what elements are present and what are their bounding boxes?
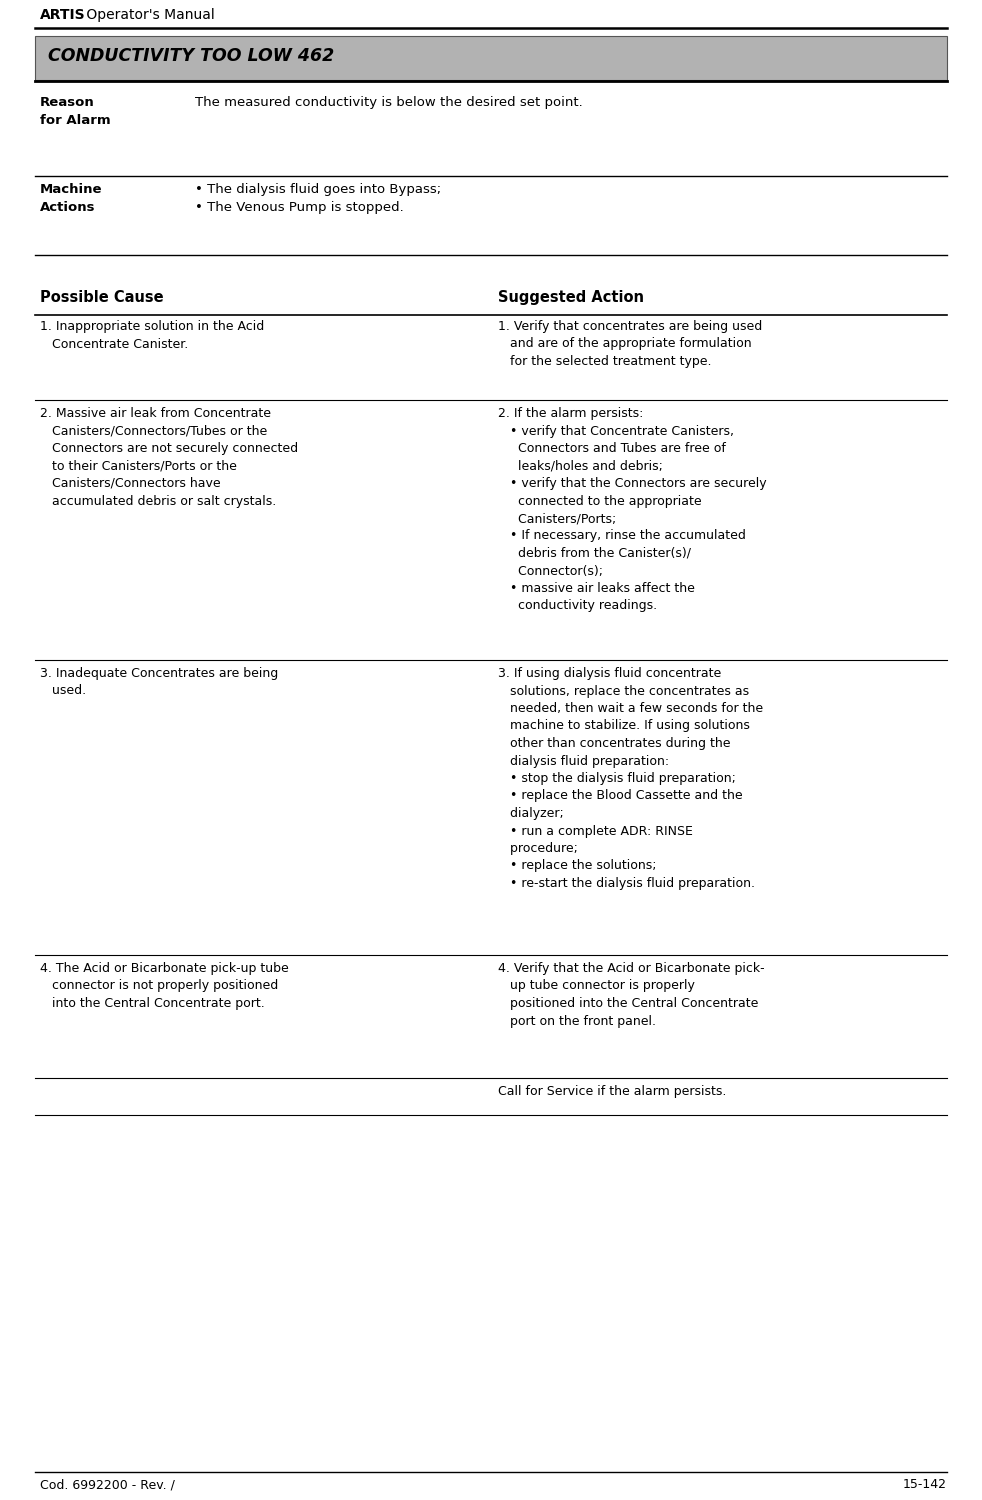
Text: 2. Massive air leak from Concentrate
   Canisters/Connectors/Tubes or the
   Con: 2. Massive air leak from Concentrate Can… (40, 406, 299, 507)
Text: 1. Verify that concentrates are being used
   and are of the appropriate formula: 1. Verify that concentrates are being us… (498, 320, 762, 368)
Text: Call for Service if the alarm persists.: Call for Service if the alarm persists. (498, 1084, 727, 1098)
Text: 15-142: 15-142 (903, 1478, 947, 1491)
Text: Suggested Action: Suggested Action (498, 290, 644, 304)
Text: 3. If using dialysis fluid concentrate
   solutions, replace the concentrates as: 3. If using dialysis fluid concentrate s… (498, 668, 763, 890)
Text: 2. If the alarm persists:
   • verify that Concentrate Canisters,
     Connector: 2. If the alarm persists: • verify that … (498, 406, 767, 612)
Text: Cod. 6992200 - Rev. /: Cod. 6992200 - Rev. / (40, 1478, 175, 1491)
Text: Possible Cause: Possible Cause (40, 290, 164, 304)
Text: The measured conductivity is below the desired set point.: The measured conductivity is below the d… (195, 96, 582, 109)
Text: 4. The Acid or Bicarbonate pick-up tube
   connector is not properly positioned
: 4. The Acid or Bicarbonate pick-up tube … (40, 962, 289, 1010)
Text: 4. Verify that the Acid or Bicarbonate pick-
   up tube connector is properly
  : 4. Verify that the Acid or Bicarbonate p… (498, 962, 765, 1028)
Bar (35, 36, 947, 80)
Text: Machine
Actions: Machine Actions (40, 183, 102, 214)
Text: Operator's Manual: Operator's Manual (82, 8, 215, 22)
Text: 3. Inadequate Concentrates are being
   used.: 3. Inadequate Concentrates are being use… (40, 668, 278, 698)
Text: • The dialysis fluid goes into Bypass;
• The Venous Pump is stopped.: • The dialysis fluid goes into Bypass; •… (195, 183, 441, 214)
Text: ARTIS: ARTIS (40, 8, 85, 22)
Text: Reason
for Alarm: Reason for Alarm (40, 96, 111, 128)
Text: 1. Inappropriate solution in the Acid
   Concentrate Canister.: 1. Inappropriate solution in the Acid Co… (40, 320, 264, 351)
Text: CONDUCTIVITY TOO LOW 462: CONDUCTIVITY TOO LOW 462 (48, 46, 334, 64)
